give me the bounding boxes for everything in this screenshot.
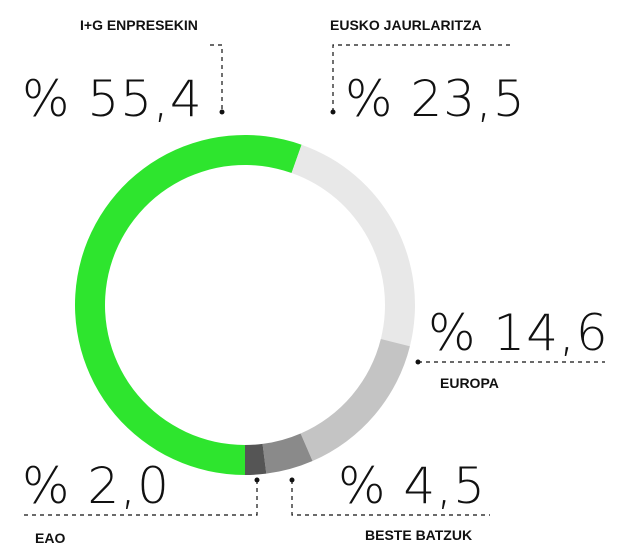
value-label: % 14,6 (428, 304, 609, 362)
leader-lines (20, 44, 605, 516)
category-label: EUSKO JAURLARITZA (330, 17, 482, 33)
leader-dot (219, 109, 225, 115)
value-label: % 4,5 (338, 457, 486, 515)
donut-segment (291, 144, 415, 347)
donut-segment (74, 134, 302, 475)
donut-segment (300, 338, 410, 462)
leader-line (210, 44, 223, 112)
value-label: % 2,0 (22, 457, 170, 515)
leader-line (332, 44, 510, 112)
donut-segment (262, 433, 313, 474)
leader-line (291, 480, 490, 516)
value-label: % 23,5 (345, 70, 526, 128)
category-label: I+G ENPRESEKIN (80, 17, 198, 33)
leader-line (20, 480, 258, 516)
leader-dot (289, 477, 295, 483)
category-label: EAO (35, 530, 65, 546)
leader-dot (415, 359, 421, 365)
leader-dot (330, 109, 336, 115)
category-label: EUROPA (440, 375, 499, 391)
category-label: BESTE BATZUK (365, 527, 472, 543)
leader-dot (254, 477, 260, 483)
donut-segment (245, 443, 267, 475)
value-label: % 55,4 (22, 70, 203, 128)
